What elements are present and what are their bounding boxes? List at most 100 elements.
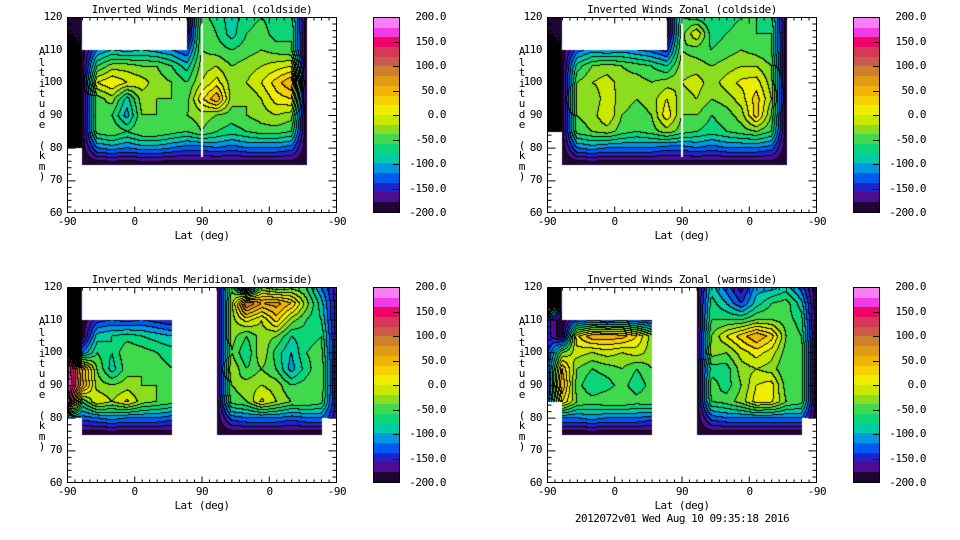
y-tick-label: 110 [523,312,543,326]
y-axis-label-char: m [38,429,46,443]
colorbar-band [854,307,879,318]
x-tick-label: 0 [611,485,618,498]
colorbar-label: 150.0 [895,34,926,48]
y-axis-label-char: A [518,315,526,329]
x-axis-label: Lat (deg) [174,229,230,242]
colorbar-label: -150.0 [409,451,446,465]
y-axis-label-char: m [38,159,46,173]
y-axis-label-char: t [518,356,526,370]
axes-frame [67,287,337,483]
colorbar-label: 200.0 [895,10,926,23]
colorbar-band [374,114,399,125]
colorbar-band [374,394,399,405]
y-axis-label-char: u [38,97,46,111]
y-axis-label-char: i [518,346,526,360]
x-tick-label: -90 [537,485,557,498]
axes-frame [547,287,817,483]
colorbar-tick [873,66,880,67]
y-axis-label-char: t [518,336,526,350]
colorbar-band [374,192,399,203]
y-axis-label-char: k [518,149,526,163]
colorbar-band [854,114,879,125]
colorbar-band [854,375,879,385]
colorbar-band [854,182,879,193]
colorbar-tick [873,410,880,411]
y-axis-label-char: e [38,388,46,402]
colorbar-label: 50.0 [421,83,447,97]
colorbar-tick [393,459,400,460]
y-tick-label: 90 [529,108,543,121]
colorbar-band [854,404,879,414]
x-tick-label: -90 [327,215,347,228]
colorbar-band [374,56,399,67]
colorbar [853,287,880,483]
colorbar-tick [873,385,880,386]
colorbar-band [854,134,879,144]
x-tick-label: 0 [266,215,273,228]
y-axis-label-char: m [518,429,526,443]
panel-title: Inverted Winds Meridional (warmside) [91,273,313,286]
axes-frame [67,17,337,213]
colorbar-band [374,85,399,96]
y-axis-label-char: k [518,419,526,433]
colorbar-band [854,66,879,77]
x-axis-label: Lat (deg) [654,499,710,512]
colorbar-label: 200.0 [415,10,446,23]
colorbar-band [854,192,879,203]
y-axis-label-char: u [38,367,46,381]
y-axis-label-char: k [38,419,46,433]
colorbar-band [854,153,879,164]
colorbar-band [374,462,399,473]
colorbar-tick [873,140,880,141]
y-tick-label: 80 [529,140,543,154]
colorbar-band [374,163,399,173]
y-axis-label-char: e [518,118,526,132]
plot-box [547,17,817,213]
colorbar-band [854,27,879,38]
colorbar-band [854,37,879,48]
y-tick-label: 60 [529,476,543,489]
x-tick-label: 90 [675,215,689,228]
plot-box [67,287,337,483]
colorbar-band [854,413,879,424]
colorbar-band [374,307,399,318]
x-axis-label: Lat (deg) [174,499,230,512]
colorbar-tick [393,164,400,165]
colorbar-tick [393,434,400,435]
colorbar-band [374,173,399,183]
colorbar-band [374,297,399,308]
colorbar-band [374,47,399,57]
colorbar-band [374,134,399,144]
x-tick-label: -90 [327,485,347,498]
y-tick-label: 100 [43,75,63,89]
colorbar-band [854,433,879,443]
colorbar-label: -200.0 [889,206,926,219]
colorbar-band [374,76,399,86]
colorbar-tick [873,164,880,165]
colorbar-band [854,288,879,298]
x-tick-label: 90 [675,485,689,498]
colorbar-tick [873,189,880,190]
x-tick-label: 0 [746,215,753,228]
y-axis-label-char: m [518,159,526,173]
colorbar-label: 0.0 [907,378,927,391]
x-tick-label: -90 [807,485,827,498]
x-tick-label: 0 [746,485,753,498]
colorbar-tick [393,361,400,362]
y-axis-label-char: t [518,66,526,80]
colorbar-band [854,76,879,86]
colorbar-band [854,443,879,453]
colorbar-band [854,173,879,183]
colorbar-label: -200.0 [409,476,446,489]
colorbar [373,17,400,213]
y-axis-label-char: ( [518,409,526,423]
y-tick-label: 70 [49,173,63,187]
plot-box [67,17,337,213]
colorbar-tick [393,312,400,313]
colorbar-band [374,443,399,453]
colorbar-band [374,384,399,395]
colorbar-band [854,365,879,376]
